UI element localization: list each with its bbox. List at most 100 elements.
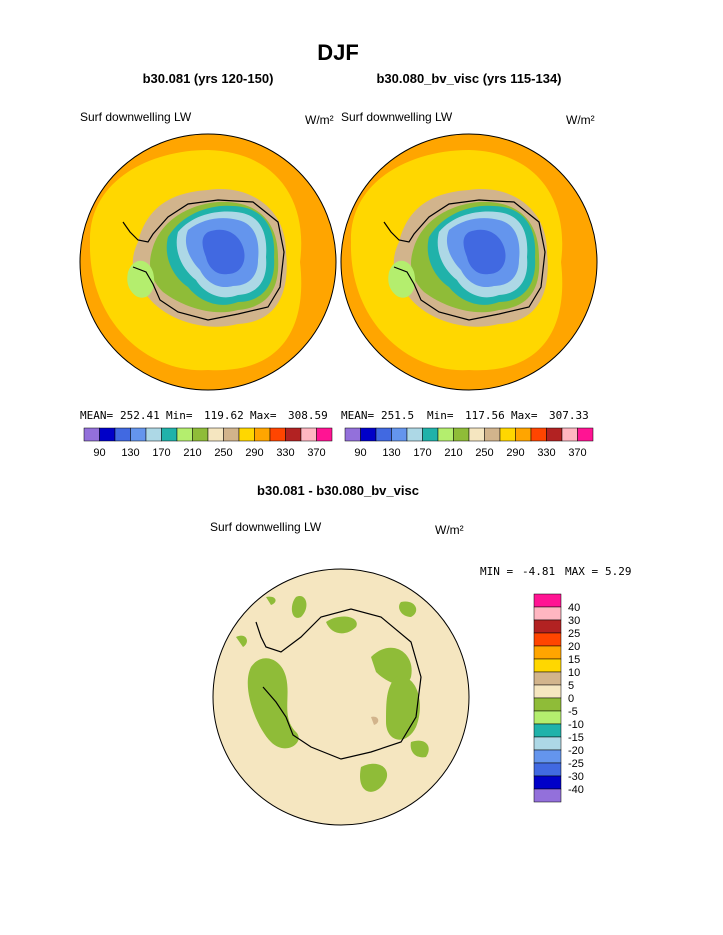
colorbar-label: 330: [276, 447, 294, 459]
colorbar-box: [254, 427, 271, 442]
stat-value: 5.29: [605, 565, 632, 578]
colorbar-box: [453, 427, 470, 442]
stat-label: Max=: [250, 409, 277, 422]
colorbar-box: [533, 684, 562, 699]
colorbar-box: [533, 762, 562, 777]
colorbar-label: 40: [568, 602, 580, 614]
colorbar-label: 30: [568, 615, 580, 627]
colorbar-label: -25: [568, 758, 584, 770]
stat-value: 119.62: [204, 409, 244, 422]
difference-map: [212, 568, 470, 826]
colorbar-box: [130, 427, 147, 442]
colorbar-box: [546, 427, 563, 442]
variable-label: Surf downwelling LW: [210, 520, 322, 534]
stat-label: Min=: [427, 409, 454, 422]
colorbar-label: 170: [413, 447, 431, 459]
colorbar-box: [269, 427, 286, 442]
colorbar-box: [533, 710, 562, 725]
colorbar-label: 330: [537, 447, 555, 459]
colorbar-label: -5: [568, 706, 578, 718]
colorbar-box: [533, 632, 562, 647]
colorbar-box: [499, 427, 516, 442]
colorbar-box: [114, 427, 131, 442]
colorbar-box: [533, 671, 562, 686]
variable-label: Surf downwelling LW: [80, 110, 192, 124]
stat-label: Max=: [511, 409, 538, 422]
colorbar-label: 370: [568, 447, 586, 459]
colorbar-box: [533, 788, 562, 803]
map: [341, 134, 597, 390]
figure-title: DJF: [317, 40, 359, 65]
stat-label: MAX =: [565, 565, 598, 578]
colorbar-box: [533, 593, 562, 608]
colorbar-box: [533, 723, 562, 738]
stat-value: 117.56: [465, 409, 505, 422]
colorbar-box: [344, 427, 361, 442]
colorbar-box: [533, 606, 562, 621]
colorbar-label: 250: [475, 447, 493, 459]
colorbar-box: [577, 427, 594, 442]
colorbar-box: [406, 427, 423, 442]
colorbar-label: 5: [568, 680, 574, 692]
stat-label: MEAN=: [80, 409, 113, 422]
stat-label: MEAN=: [341, 409, 374, 422]
colorbar-box: [468, 427, 485, 442]
colorbar-label: -40: [568, 784, 584, 796]
stat-value: 251.5: [381, 409, 414, 422]
colorbar-box: [533, 749, 562, 764]
colorbar-label: -10: [568, 719, 584, 731]
stat-label: MIN =: [480, 565, 513, 578]
map: [80, 134, 336, 390]
stat-value: 252.41: [120, 409, 160, 422]
units-label: W/m²: [566, 113, 595, 127]
stat-value: 308.59: [288, 409, 328, 422]
colorbar-box: [176, 427, 193, 442]
colorbar-box: [533, 736, 562, 751]
units-label: W/m²: [305, 113, 334, 127]
units-label: W/m²: [435, 523, 464, 537]
colorbar-label: -15: [568, 732, 584, 744]
colorbar-label: 210: [183, 447, 201, 459]
colorbar-label: 250: [214, 447, 232, 459]
colorbar-box: [437, 427, 454, 442]
variable-label: Surf downwelling LW: [341, 110, 453, 124]
colorbar-box: [99, 427, 116, 442]
colorbar-label: 210: [444, 447, 462, 459]
colorbar-box: [533, 619, 562, 634]
colorbar-label: -20: [568, 745, 584, 757]
colorbar-label: 290: [506, 447, 524, 459]
colorbar-label: 90: [354, 447, 366, 459]
colorbar-box: [515, 427, 532, 442]
colorbar-box: [533, 697, 562, 712]
colorbar-box: [533, 645, 562, 660]
stat-value: -4.81: [522, 565, 555, 578]
colorbar-box: [316, 427, 333, 442]
colorbar-label: 130: [382, 447, 400, 459]
colorbar-label: 20: [568, 641, 580, 653]
colorbar-box: [360, 427, 377, 442]
colorbar-box: [533, 775, 562, 790]
colorbar-box: [530, 427, 547, 442]
colorbar-box: [192, 427, 209, 442]
colorbar-box: [238, 427, 255, 442]
colorbar-label: 90: [93, 447, 105, 459]
colorbar-box: [285, 427, 302, 442]
colorbar-label: 170: [152, 447, 170, 459]
colorbar-label: 370: [307, 447, 325, 459]
colorbar-label: -30: [568, 771, 584, 783]
colorbar-box: [422, 427, 439, 442]
stat-label: Min=: [166, 409, 193, 422]
colorbar-label: 0: [568, 693, 574, 705]
difference-title: b30.081 - b30.080_bv_visc: [257, 483, 419, 498]
colorbar-box: [207, 427, 224, 442]
panel-title: b30.081 (yrs 120-150): [143, 71, 274, 86]
colorbar-box: [484, 427, 501, 442]
colorbar-label: 15: [568, 654, 580, 666]
colorbar-box: [561, 427, 578, 442]
colorbar-box: [223, 427, 240, 442]
colorbar-box: [145, 427, 162, 442]
colorbar-box: [161, 427, 178, 442]
colorbar-box: [391, 427, 408, 442]
colorbar-box: [375, 427, 392, 442]
